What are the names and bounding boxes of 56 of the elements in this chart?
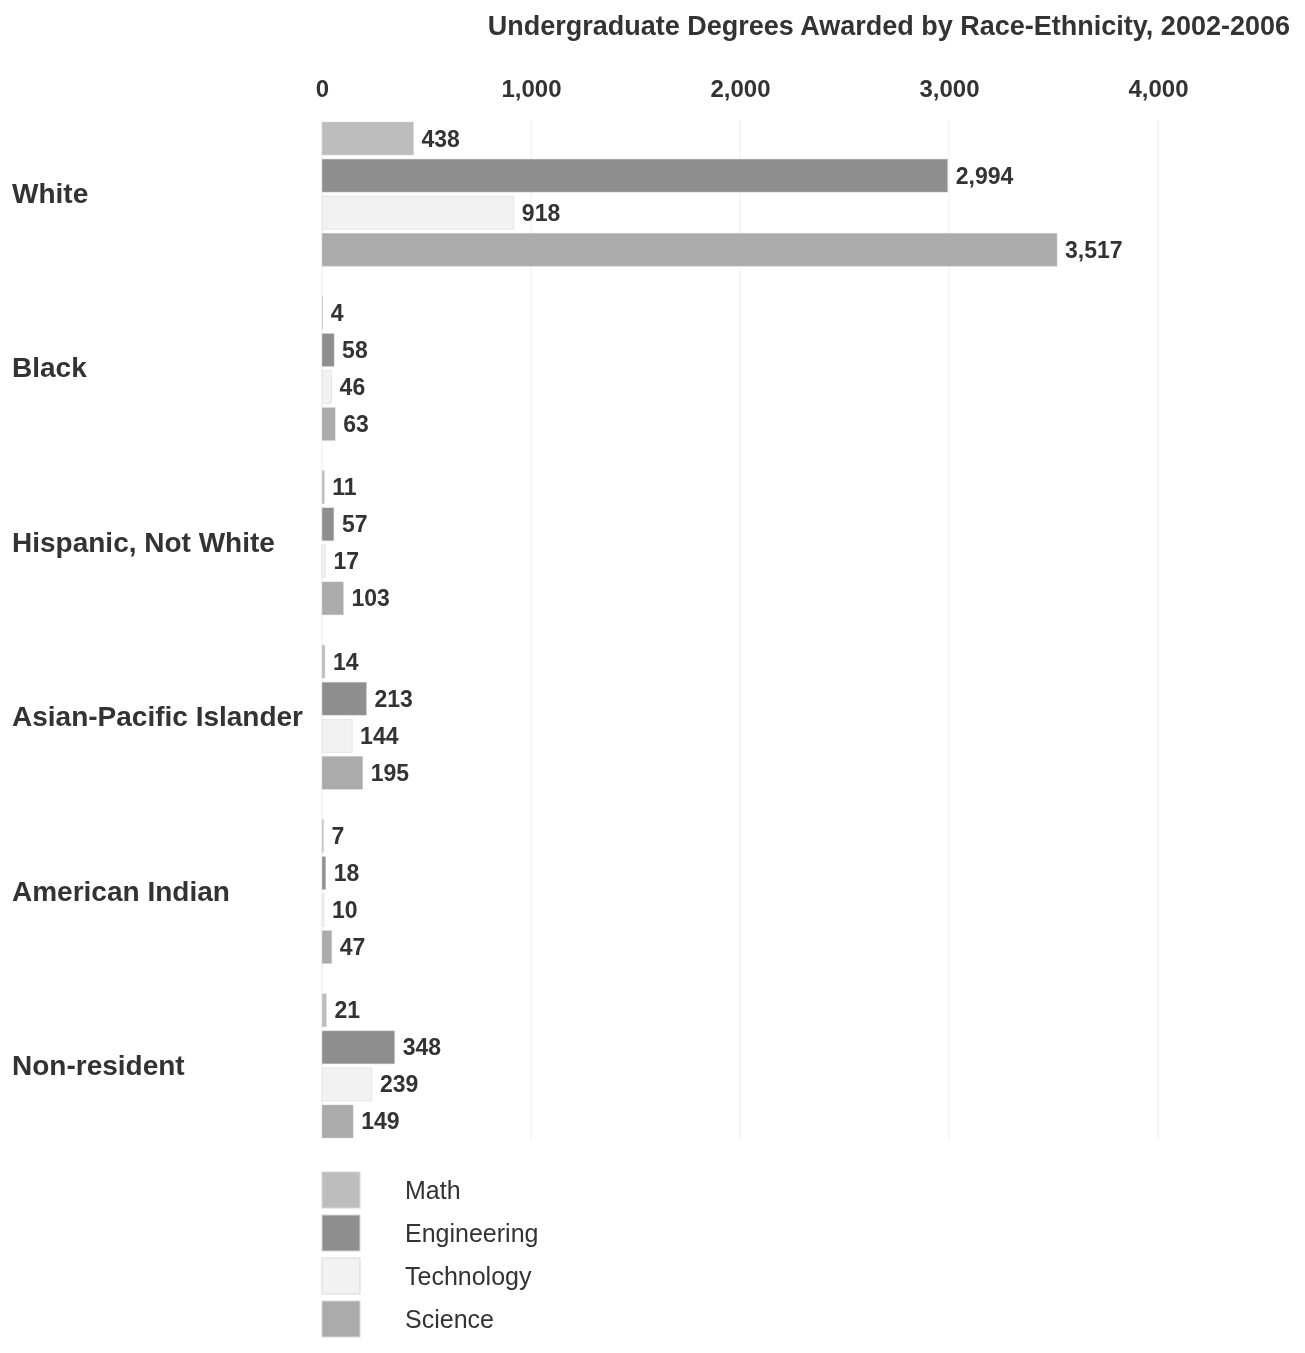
bar: [321, 581, 344, 616]
bar: [321, 1104, 354, 1139]
data-label: 57: [341, 511, 368, 538]
bar: [321, 856, 327, 890]
bar: [321, 1030, 395, 1065]
y-tick-label: Hispanic, Not White: [12, 526, 275, 558]
data-label: 21: [334, 997, 361, 1024]
chart-title: Undergraduate Degrees Awarded by Race-Ethnicity, 2002-2006: [487, 11, 1290, 41]
data-label: 10: [332, 897, 358, 924]
y-tick-label: Asian-Pacific Islander: [12, 701, 304, 733]
data-label: 14: [332, 648, 359, 675]
data-label: 438: [421, 125, 461, 152]
data-label: 11: [332, 474, 357, 501]
y-tick-label: White: [12, 178, 89, 210]
data-label: 149: [361, 1108, 400, 1135]
data-label: 239: [379, 1071, 419, 1098]
x-tick-label: 4,000: [1128, 75, 1189, 102]
x-tick-label: 0: [315, 75, 330, 102]
bar: [321, 407, 336, 441]
data-label: 46: [339, 373, 366, 400]
legend-label: Science: [405, 1305, 494, 1333]
bar: [321, 158, 948, 193]
legend-label: Technology: [405, 1262, 532, 1290]
bar: [321, 993, 327, 1028]
data-label: 4: [330, 299, 344, 326]
bar: [321, 232, 1058, 267]
bar: [321, 121, 414, 156]
bar: [321, 507, 335, 542]
bar: [321, 644, 326, 679]
data-label: 918: [521, 199, 561, 226]
data-label: 3,517: [1065, 236, 1123, 263]
data-label: 18: [333, 860, 360, 887]
data-label: 47: [339, 934, 366, 961]
data-label: 58: [342, 336, 368, 363]
x-tick-label: 1,000: [501, 75, 562, 102]
legend-label: Math: [405, 1176, 461, 1204]
legend-label: Engineering: [405, 1219, 539, 1247]
data-label: 17: [333, 548, 360, 575]
data-label: 348: [402, 1034, 442, 1061]
y-tick-label: American Indian: [12, 875, 230, 907]
bar: [321, 333, 335, 367]
bar: [321, 681, 367, 716]
x-tick-label: 2,000: [710, 75, 771, 102]
bar: [321, 930, 333, 964]
bar: [321, 755, 364, 790]
data-label: 103: [351, 585, 390, 612]
data-label: 195: [370, 759, 410, 786]
data-label: 63: [343, 411, 369, 438]
y-tick-label: Black: [12, 352, 88, 384]
data-label: 7: [331, 822, 345, 849]
data-label: 2,994: [955, 162, 1014, 189]
bar: [321, 470, 325, 505]
y-tick-label: Non-resident: [12, 1049, 185, 1081]
data-label: 213: [374, 685, 413, 712]
x-tick-label: 3,000: [919, 75, 980, 102]
data-label: 144: [360, 722, 399, 749]
